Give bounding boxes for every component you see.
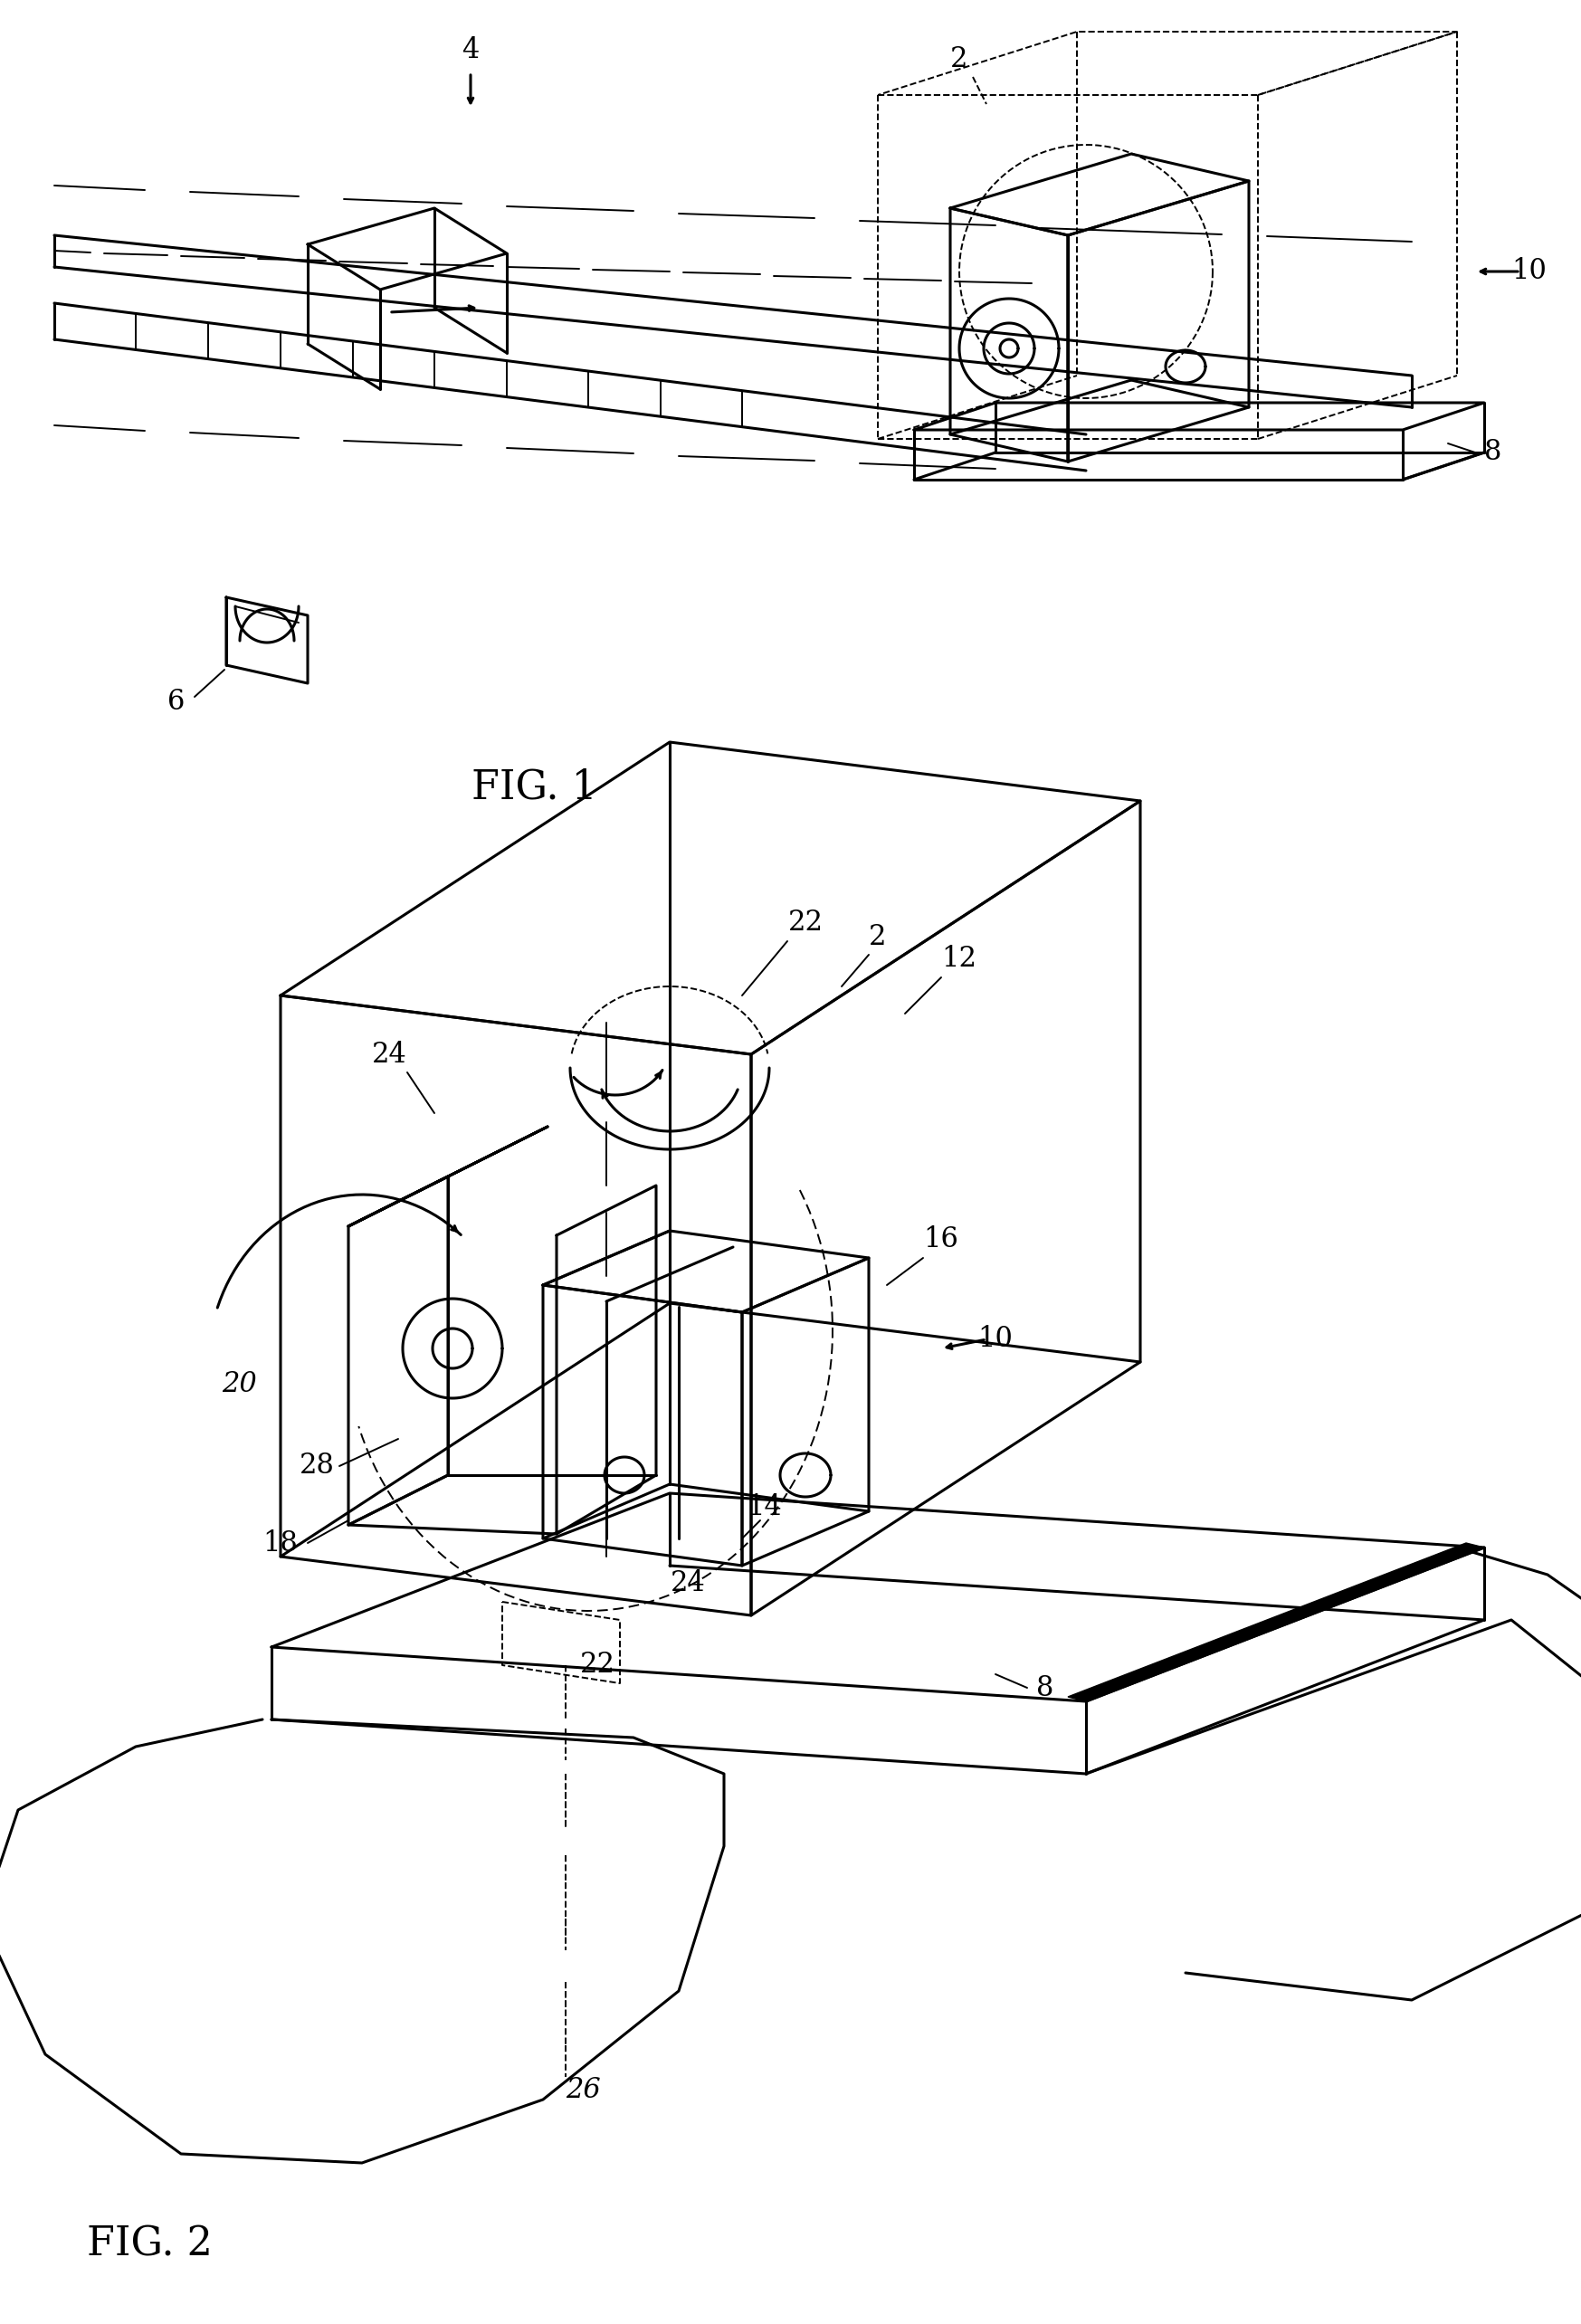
Text: 20: 20: [223, 1371, 258, 1399]
Text: 24: 24: [372, 1041, 406, 1069]
Text: FIG. 2: FIG. 2: [87, 2224, 212, 2264]
Text: 26: 26: [566, 2075, 601, 2106]
Text: 18: 18: [262, 1529, 299, 1557]
Text: 16: 16: [923, 1225, 958, 1255]
Text: 12: 12: [942, 946, 977, 974]
Text: 2: 2: [950, 44, 968, 72]
Text: 8: 8: [1485, 439, 1502, 467]
Text: 4: 4: [462, 35, 479, 63]
Text: FIG. 1: FIG. 1: [471, 767, 596, 806]
Text: 22: 22: [580, 1650, 615, 1680]
Text: 10: 10: [979, 1325, 1013, 1353]
Text: 14: 14: [748, 1492, 783, 1520]
Text: 28: 28: [299, 1452, 334, 1480]
Text: 10: 10: [1511, 258, 1546, 286]
Text: 2: 2: [870, 923, 887, 951]
Polygon shape: [1067, 1543, 1485, 1701]
Text: 22: 22: [787, 909, 824, 937]
Text: 8: 8: [1037, 1673, 1055, 1701]
Text: 24: 24: [670, 1569, 705, 1599]
Text: 6: 6: [168, 688, 185, 716]
